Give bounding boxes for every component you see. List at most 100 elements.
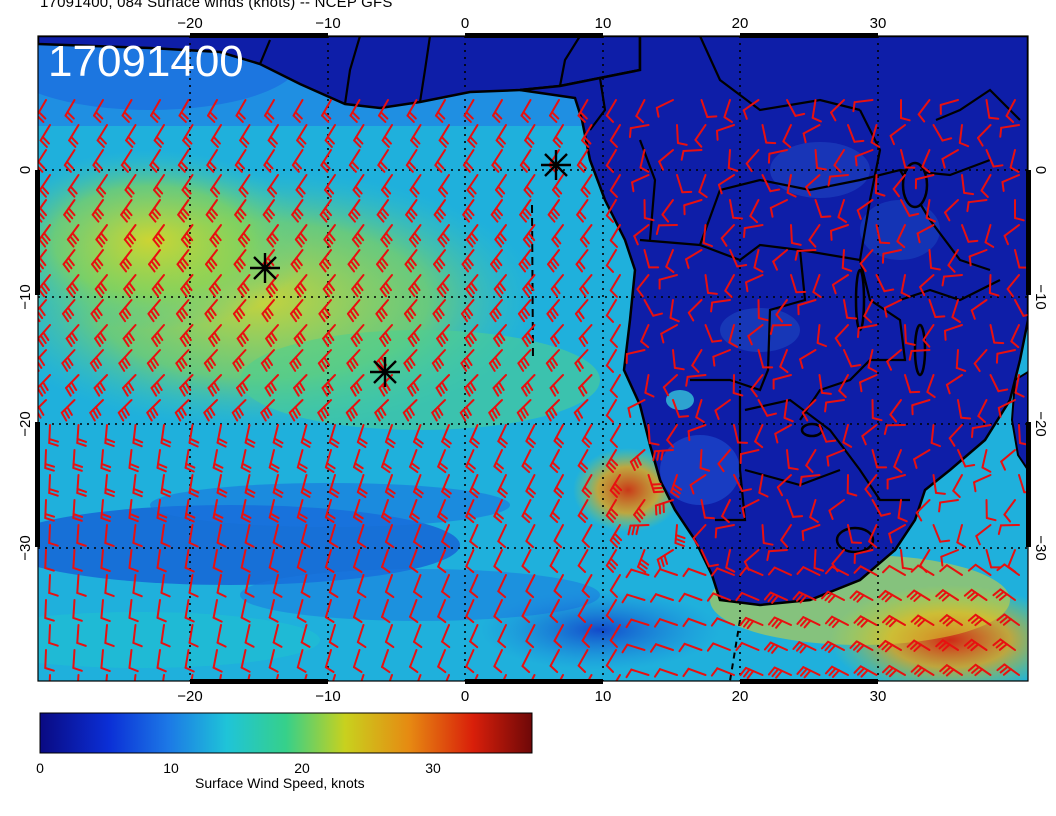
wind-barb	[149, 149, 161, 173]
wind-barb	[733, 424, 749, 444]
wind-barb	[436, 324, 450, 348]
wind-barb	[188, 624, 199, 648]
wind-barb	[177, 149, 190, 173]
wind-barb	[985, 499, 997, 522]
wind-barb	[209, 224, 222, 248]
wind-barb	[100, 449, 112, 473]
wind-barb	[351, 224, 365, 248]
wind-barb	[765, 693, 787, 703]
wind-barb	[296, 499, 308, 523]
wind-barb	[437, 549, 447, 574]
wind-barb	[525, 524, 536, 549]
wind-barb	[379, 324, 393, 348]
wind-barb	[240, 549, 251, 573]
wind-barb	[961, 224, 979, 243]
wind-barb	[407, 324, 422, 348]
wind-barb	[717, 449, 731, 473]
wind-barb	[553, 624, 564, 649]
wind-barb	[943, 324, 963, 341]
wind-barb	[742, 224, 764, 239]
wind-barb	[497, 574, 507, 599]
wind-barb	[497, 624, 507, 649]
wind-barb	[525, 624, 536, 649]
wind-barb	[60, 399, 76, 422]
wind-barb	[757, 299, 769, 322]
wind-barb	[609, 124, 621, 148]
wind-barb	[207, 99, 218, 123]
wind-barb	[551, 174, 564, 198]
wind-barb	[649, 643, 674, 653]
wind-barb	[822, 692, 844, 702]
wind-barb	[95, 174, 108, 198]
wind-barb	[104, 424, 116, 448]
wind-barb	[324, 649, 335, 673]
wind-barb	[583, 725, 592, 747]
wind-barb	[955, 349, 967, 372]
wind-barb	[581, 624, 593, 648]
wind-barb	[207, 374, 222, 397]
wind-barb	[407, 374, 422, 397]
wind-barb	[917, 99, 931, 123]
wind-barb	[469, 624, 479, 649]
wind-barb	[847, 124, 865, 143]
wind-barb	[522, 224, 536, 248]
wind-barb	[156, 649, 167, 673]
wind-barb	[685, 374, 707, 387]
wind-barb	[272, 624, 283, 648]
wind-barb	[733, 474, 752, 493]
wind-barb	[120, 149, 133, 173]
wind-barb	[958, 124, 970, 148]
wind-barb	[780, 524, 792, 548]
wind-barb	[465, 499, 476, 524]
wind-barb	[549, 649, 560, 674]
lat-tick-label: −10	[17, 284, 34, 309]
wind-barb	[653, 618, 678, 628]
wind-barb	[672, 349, 685, 371]
wind-barb	[267, 124, 279, 148]
wind-barb	[521, 649, 532, 674]
wind-barb	[492, 374, 507, 397]
wind-barb	[48, 524, 59, 547]
wind-barb	[460, 299, 475, 323]
wind-barb	[852, 99, 874, 113]
lon-tick-label: 0	[461, 15, 469, 32]
wind-barb	[662, 374, 678, 397]
wind-barb	[605, 349, 617, 373]
wind-barb	[586, 674, 593, 681]
wind-barb	[409, 174, 422, 198]
wind-barb	[206, 149, 218, 173]
wind-barb	[989, 324, 1005, 345]
wind-barb	[356, 624, 367, 649]
wind-barb	[216, 524, 227, 548]
wind-barb	[893, 449, 903, 474]
wind-barb	[963, 588, 988, 602]
wind-barb	[758, 474, 769, 498]
wind-barb	[875, 274, 895, 293]
wind-barb	[889, 399, 902, 423]
wind-barb	[437, 224, 450, 248]
wind-barb	[294, 224, 308, 248]
wind-barb	[551, 700, 559, 722]
wind-barb	[150, 374, 165, 397]
wind-barb	[553, 574, 564, 599]
wind-barb	[717, 174, 735, 195]
wind-barb	[296, 124, 308, 148]
wind-barb	[188, 424, 200, 448]
wind-barb	[352, 174, 365, 198]
wind-speed-field	[38, 36, 1028, 747]
wind-barb	[581, 474, 593, 498]
wind-barb	[232, 349, 247, 372]
wind-barb	[1003, 499, 1016, 523]
wind-barb	[128, 599, 139, 623]
wind-barb	[552, 124, 564, 148]
wind-barb	[682, 567, 707, 578]
wind-barb	[838, 374, 849, 398]
wind-barb	[117, 399, 133, 422]
wind-barb	[605, 249, 617, 273]
wind-barb	[435, 99, 446, 123]
wind-barb	[811, 99, 822, 123]
wind-barb	[939, 664, 963, 677]
wind-barb	[184, 649, 195, 673]
wind-barb	[48, 424, 59, 447]
wind-barb	[547, 199, 561, 223]
